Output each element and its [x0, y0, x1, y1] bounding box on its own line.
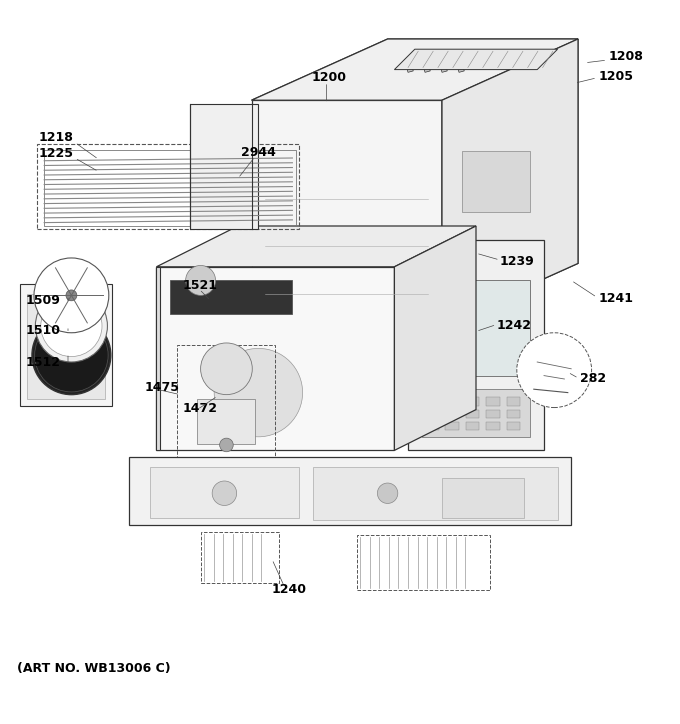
Bar	[445, 422, 459, 430]
Bar	[422, 390, 530, 437]
Bar	[486, 410, 500, 418]
Text: 282: 282	[580, 373, 606, 385]
Text: 1510: 1510	[26, 324, 61, 337]
Bar	[466, 422, 479, 430]
Circle shape	[214, 348, 303, 437]
Bar	[462, 246, 503, 280]
Bar	[27, 294, 105, 400]
Bar	[201, 532, 279, 583]
Bar	[507, 422, 520, 430]
Circle shape	[201, 343, 252, 395]
Bar	[197, 400, 255, 444]
Polygon shape	[156, 226, 476, 267]
Text: 1242: 1242	[496, 319, 531, 332]
Bar	[507, 410, 520, 418]
Bar	[507, 397, 520, 405]
Bar	[442, 478, 524, 518]
Text: 1472: 1472	[182, 402, 217, 415]
Polygon shape	[156, 267, 394, 450]
Polygon shape	[442, 39, 578, 324]
Bar	[170, 280, 292, 314]
Polygon shape	[252, 39, 578, 100]
Text: 1240: 1240	[272, 584, 307, 597]
Bar	[466, 397, 479, 405]
Bar	[425, 397, 439, 405]
Text: 1475: 1475	[145, 382, 180, 395]
Circle shape	[34, 258, 109, 333]
Bar	[313, 467, 558, 520]
Circle shape	[41, 295, 102, 356]
Circle shape	[66, 290, 77, 300]
Circle shape	[35, 319, 108, 392]
Polygon shape	[129, 457, 571, 525]
Polygon shape	[156, 267, 160, 450]
Bar	[462, 151, 530, 212]
Polygon shape	[394, 226, 476, 450]
Polygon shape	[408, 240, 544, 450]
Bar	[486, 397, 500, 405]
Text: 1512: 1512	[26, 355, 61, 369]
Polygon shape	[394, 49, 558, 70]
Text: 2944: 2944	[241, 146, 276, 159]
Bar	[357, 536, 490, 590]
Text: (ART NO. WB13006 C): (ART NO. WB13006 C)	[17, 662, 171, 675]
Bar	[425, 422, 439, 430]
Polygon shape	[190, 104, 258, 230]
Text: 1241: 1241	[598, 292, 633, 306]
Bar	[177, 345, 275, 471]
Polygon shape	[20, 284, 112, 406]
Circle shape	[186, 266, 216, 295]
Circle shape	[35, 290, 107, 362]
Circle shape	[517, 333, 592, 408]
Text: 1509: 1509	[26, 294, 61, 307]
Circle shape	[32, 316, 111, 395]
Bar	[486, 422, 500, 430]
Bar	[406, 62, 413, 72]
Bar	[425, 410, 439, 418]
Bar	[440, 62, 447, 72]
Bar	[423, 62, 430, 72]
Bar	[150, 468, 299, 518]
Text: 1205: 1205	[598, 70, 633, 83]
Bar	[422, 280, 530, 376]
Bar	[445, 410, 459, 418]
Bar	[457, 62, 464, 72]
Text: 1225: 1225	[39, 148, 73, 161]
Circle shape	[377, 483, 398, 503]
Text: 1200: 1200	[311, 71, 346, 84]
Bar	[466, 410, 479, 418]
Text: 1521: 1521	[182, 279, 217, 292]
Bar	[445, 397, 459, 405]
Bar	[44, 150, 296, 226]
Polygon shape	[252, 39, 578, 100]
Text: 1208: 1208	[609, 49, 643, 62]
Polygon shape	[442, 39, 578, 324]
Text: 1239: 1239	[500, 255, 534, 268]
Polygon shape	[252, 100, 442, 324]
Circle shape	[220, 438, 233, 452]
Text: 1218: 1218	[39, 131, 73, 144]
Circle shape	[212, 481, 237, 505]
Bar	[37, 144, 299, 230]
